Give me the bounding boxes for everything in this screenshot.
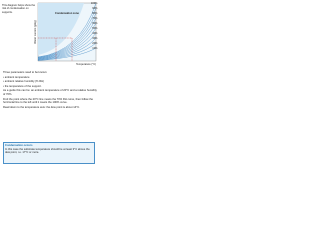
zone-label: Condensation zone: [55, 11, 79, 15]
paragraph: As a guide this can be: an ambient tempe…: [3, 89, 97, 96]
rh-curve: [37, 27, 97, 60]
note-box: Condensation occurs In this case the sub…: [3, 142, 95, 164]
intro-box: This diagram helps show the risk of cond…: [2, 4, 35, 14]
curve-label: 60%: [92, 21, 98, 25]
curve-label: 10%: [92, 46, 98, 50]
rh-curve: [37, 12, 97, 58]
curve-label: 90%: [92, 6, 98, 10]
diagram: Condensation zone Water content (g/kg) T…: [2, 1, 98, 66]
body-text: Three parameters need to be known: • ambi…: [3, 71, 97, 110]
curve-label: 20%: [92, 41, 98, 45]
paragraph: Read down to the temperature axis: the d…: [3, 105, 80, 109]
rh-curve: [37, 22, 97, 59]
x-label: Temperature (°C): [76, 62, 96, 66]
rh-curve: [37, 2, 97, 58]
rh-curve: [37, 7, 97, 58]
paragraph: Three parameters need to be known:: [3, 71, 48, 74]
curve-label: 30%: [92, 36, 98, 40]
paragraph: Find the point where the 20°C line meets…: [3, 97, 93, 105]
curve-label: 70%: [92, 16, 98, 20]
paragraph: • ambient relative humidity (% RH): [3, 80, 44, 84]
rh-curve: [37, 37, 97, 60]
page: Condensation zone Water content (g/kg) T…: [0, 0, 100, 168]
curve-label: 80%: [92, 11, 98, 15]
curve-label: 100%: [91, 1, 98, 5]
y-label: Water content (g/kg): [33, 20, 37, 44]
rh-curve: [37, 32, 97, 60]
paragraph: • the temperature of the support.: [3, 84, 42, 88]
rh-curve: [37, 17, 97, 59]
intro: This diagram helps show the risk of cond…: [2, 4, 35, 14]
condensation-zone: [38, 3, 84, 55]
paragraph: • ambient temperature: [3, 75, 30, 79]
curve-label: 40%: [92, 31, 98, 35]
curve-label: 50%: [92, 26, 98, 30]
note-title: Condensation occurs: [5, 144, 33, 147]
rh-curve: [37, 47, 97, 61]
rh-curve: [37, 42, 97, 61]
note-text: In this case the substrate temperature s…: [5, 147, 90, 155]
